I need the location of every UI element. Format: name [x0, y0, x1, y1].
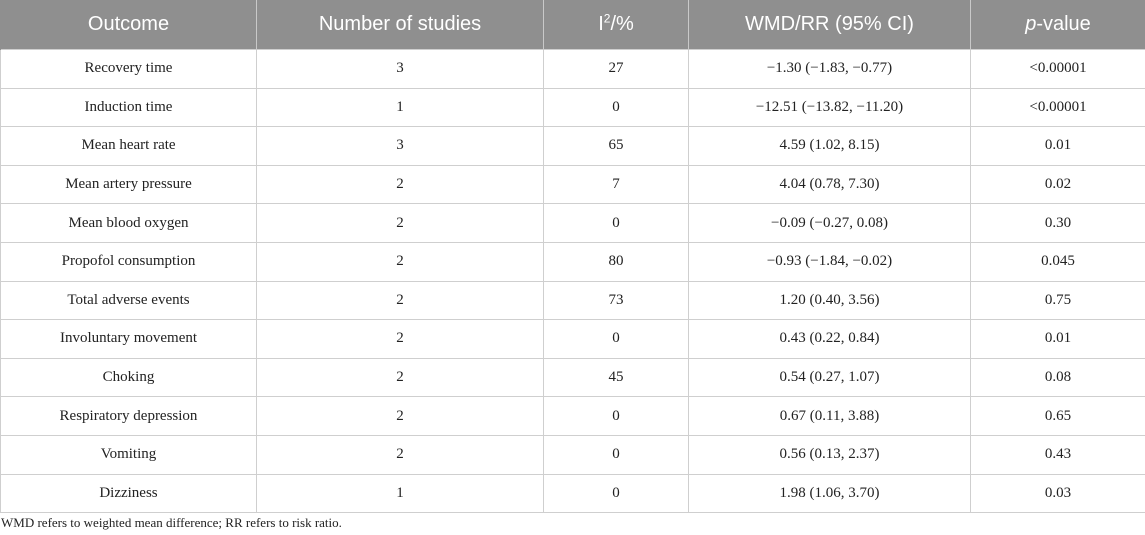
- header-number-of-studies: Number of studies: [256, 0, 544, 50]
- cell-outcome: Vomiting: [0, 434, 257, 475]
- table-row: Recovery time 3 27 −1.30 (−1.83, −0.77) <0.0…: [0, 49, 1145, 89]
- cell-i-squared: 45: [543, 357, 689, 398]
- cell-effect-estimate: 1.98 (1.06, 3.70): [688, 473, 971, 514]
- cell-i-squared: 0: [543, 434, 689, 475]
- cell-effect-estimate: 0.56 (0.13, 2.37): [688, 434, 971, 475]
- cell-effect-estimate: 4.59 (1.02, 8.15): [688, 126, 971, 166]
- header-i-squared-unit: /%: [610, 13, 634, 35]
- cell-p-value: 0.30: [970, 203, 1145, 243]
- header-i-squared: I2/%: [543, 0, 689, 50]
- cell-number-of-studies: 2: [256, 203, 544, 243]
- cell-outcome: Recovery time: [0, 49, 257, 89]
- table-row: Mean blood oxygen 2 0 −0.09 (−0.27, 0.08) 0.…: [0, 203, 1145, 243]
- cell-p-value: 0.01: [970, 319, 1145, 359]
- header-effect-estimate: WMD/RR (95% CI): [688, 0, 971, 50]
- cell-p-value: 0.08: [970, 357, 1145, 398]
- cell-number-of-studies: 2: [256, 357, 544, 398]
- cell-i-squared: 65: [543, 126, 689, 166]
- cell-number-of-studies: 1: [256, 87, 544, 128]
- table-row: Mean heart rate 3 65 4.59 (1.02, 8.15) 0.01: [0, 126, 1145, 166]
- cell-i-squared: 0: [543, 319, 689, 359]
- cell-effect-estimate: −0.93 (−1.84, −0.02): [688, 241, 971, 282]
- header-i-squared-base: I: [598, 13, 604, 35]
- cell-p-value: 0.02: [970, 164, 1145, 205]
- cell-p-value: 0.75: [970, 280, 1145, 321]
- cell-number-of-studies: 2: [256, 164, 544, 205]
- cell-effect-estimate: 0.54 (0.27, 1.07): [688, 357, 971, 398]
- cell-effect-estimate: 4.04 (0.78, 7.30): [688, 164, 971, 205]
- results-table-container: Outcome Number of studies I2/% WMD/RR (9…: [0, 0, 1145, 514]
- cell-p-value: 0.045: [970, 241, 1145, 282]
- cell-i-squared: 80: [543, 241, 689, 282]
- cell-effect-estimate: −0.09 (−0.27, 0.08): [688, 203, 971, 243]
- cell-effect-estimate: 1.20 (0.40, 3.56): [688, 280, 971, 321]
- cell-i-squared: 0: [543, 473, 689, 514]
- cell-p-value: 0.03: [970, 473, 1145, 514]
- cell-effect-estimate: −12.51 (−13.82, −11.20): [688, 87, 971, 128]
- cell-p-value: 0.65: [970, 396, 1145, 436]
- cell-number-of-studies: 2: [256, 396, 544, 436]
- table-row: Dizziness 1 0 1.98 (1.06, 3.70) 0.03: [0, 473, 1145, 514]
- cell-p-value: 0.43: [970, 434, 1145, 475]
- cell-outcome: Involuntary movement: [0, 319, 257, 359]
- cell-outcome: Propofol consumption: [0, 241, 257, 282]
- table-row: Vomiting 2 0 0.56 (0.13, 2.37) 0.43: [0, 434, 1145, 475]
- results-table: Outcome Number of studies I2/% WMD/RR (9…: [0, 0, 1145, 514]
- cell-i-squared: 7: [543, 164, 689, 205]
- cell-p-value: <0.00001: [970, 87, 1145, 128]
- cell-outcome: Mean artery pressure: [0, 164, 257, 205]
- cell-effect-estimate: 0.67 (0.11, 3.88): [688, 396, 971, 436]
- cell-i-squared: 73: [543, 280, 689, 321]
- table-body: Recovery time 3 27 −1.30 (−1.83, −0.77) <0.0…: [0, 49, 1145, 514]
- table-row: Propofol consumption 2 80 −0.93 (−1.84, −0.…: [0, 241, 1145, 282]
- table-row: Choking 2 45 0.54 (0.27, 1.07) 0.08: [0, 357, 1145, 398]
- cell-number-of-studies: 1: [256, 473, 544, 514]
- cell-outcome: Induction time: [0, 87, 257, 128]
- cell-i-squared: 27: [543, 49, 689, 89]
- header-p-value-italic: p: [1025, 13, 1037, 35]
- table-row: Total adverse events 2 73 1.20 (0.40, 3.56)…: [0, 280, 1145, 321]
- cell-outcome: Mean heart rate: [0, 126, 257, 166]
- cell-i-squared: 0: [543, 87, 689, 128]
- cell-outcome: Mean blood oxygen: [0, 203, 257, 243]
- cell-number-of-studies: 3: [256, 49, 544, 89]
- table-row: Respiratory depression 2 0 0.67 (0.11, 3.88…: [0, 396, 1145, 436]
- cell-number-of-studies: 2: [256, 434, 544, 475]
- header-i-squared-superscript: 2: [603, 11, 611, 26]
- cell-p-value: 0.01: [970, 126, 1145, 166]
- cell-outcome: Total adverse events: [0, 280, 257, 321]
- cell-number-of-studies: 2: [256, 280, 544, 321]
- table-header: Outcome Number of studies I2/% WMD/RR (9…: [0, 0, 1145, 50]
- table-footnote: WMD refers to weighted mean difference; …: [1, 515, 342, 530]
- header-p-value: p-value: [970, 0, 1145, 50]
- cell-outcome: Dizziness: [0, 473, 257, 514]
- cell-effect-estimate: 0.43 (0.22, 0.84): [688, 319, 971, 359]
- cell-i-squared: 0: [543, 396, 689, 436]
- cell-p-value: <0.00001: [970, 49, 1145, 89]
- header-outcome: Outcome: [0, 0, 257, 50]
- cell-number-of-studies: 2: [256, 241, 544, 282]
- table-row: Induction time 1 0 −12.51 (−13.82, −11.20) <…: [0, 87, 1145, 128]
- cell-number-of-studies: 2: [256, 319, 544, 359]
- header-row: Outcome Number of studies I2/% WMD/RR (9…: [0, 0, 1145, 50]
- header-p-value-rest: -value: [1036, 13, 1091, 35]
- cell-number-of-studies: 3: [256, 126, 544, 166]
- cell-i-squared: 0: [543, 203, 689, 243]
- table-row: Involuntary movement 2 0 0.43 (0.22, 0.84) 0…: [0, 319, 1145, 359]
- cell-effect-estimate: −1.30 (−1.83, −0.77): [688, 49, 971, 89]
- cell-outcome: Choking: [0, 357, 257, 398]
- cell-outcome: Respiratory depression: [0, 396, 257, 436]
- table-row: Mean artery pressure 2 7 4.04 (0.78, 7.30) 0…: [0, 164, 1145, 205]
